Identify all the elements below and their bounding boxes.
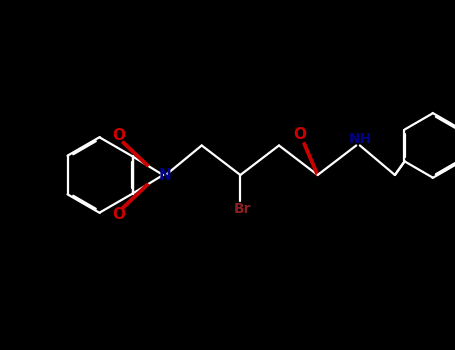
Text: NH: NH — [349, 132, 373, 146]
Text: Br: Br — [233, 202, 251, 216]
Text: N: N — [159, 168, 172, 182]
Text: O: O — [113, 207, 126, 222]
Text: O: O — [113, 128, 126, 143]
Text: O: O — [293, 127, 306, 142]
